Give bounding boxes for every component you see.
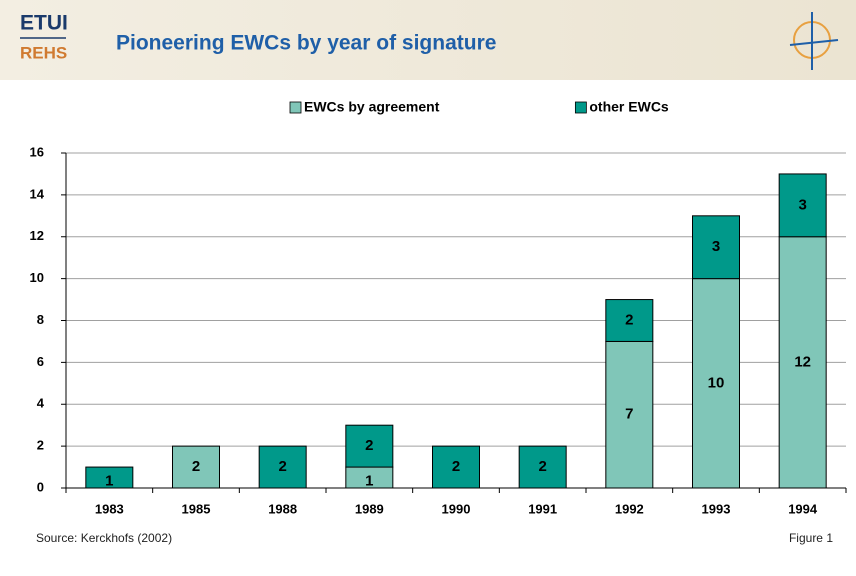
x-tick-label: 1990: [442, 501, 471, 516]
logo-top: ETUI: [20, 12, 68, 35]
data-label: 2: [452, 458, 460, 475]
y-tick-label: 12: [30, 228, 44, 243]
y-tick-label: 2: [37, 438, 44, 453]
x-tick-label: 1992: [615, 501, 644, 516]
bar-segment: [692, 278, 740, 489]
x-tick-label: 1988: [268, 501, 297, 516]
data-label: 2: [278, 458, 286, 475]
x-tick-label: 1989: [355, 501, 384, 516]
y-tick-label: 14: [30, 186, 45, 201]
data-label: 3: [712, 238, 720, 255]
bar-segment: [432, 445, 480, 489]
chart-title: Pioneering EWCs by year of signature: [116, 32, 496, 55]
bar-segment: [778, 236, 827, 489]
y-tick-label: 6: [37, 354, 44, 369]
logo-bottom: REHS: [20, 43, 67, 62]
legend-swatch: [289, 101, 302, 114]
x-tick-label: 1985: [182, 501, 211, 516]
y-tick-label: 16: [30, 144, 44, 159]
y-tick-label: 10: [30, 270, 44, 285]
bar-segment: [605, 340, 654, 489]
bar-segment: [172, 445, 220, 489]
data-label: 2: [365, 437, 373, 454]
bar-segment: [518, 445, 567, 489]
legend-swatch: [574, 101, 587, 114]
data-label: 1: [365, 473, 373, 490]
source-note: Source: Kerckhofs (2002): [36, 531, 172, 545]
bar-segment: [692, 215, 740, 280]
header-band: [0, 0, 856, 80]
legend-label: EWCs by agreement: [304, 99, 440, 115]
data-label: 12: [794, 353, 811, 370]
bar-segment: [345, 424, 394, 468]
legend-label: other EWCs: [589, 99, 669, 115]
bar-segment: [258, 445, 307, 489]
x-tick-label: 1994: [788, 501, 818, 516]
data-label: 7: [625, 406, 633, 423]
y-tick-label: 8: [37, 312, 44, 327]
y-tick-label: 4: [37, 396, 45, 411]
x-tick-label: 1983: [95, 501, 124, 516]
data-label: 2: [625, 311, 633, 328]
x-tick-label: 1993: [702, 501, 731, 516]
y-tick-label: 0: [37, 479, 44, 494]
bar-segment: [85, 466, 134, 489]
figure-label: Figure 1: [789, 531, 833, 545]
data-label: 10: [708, 374, 725, 391]
data-label: 3: [798, 196, 806, 213]
x-tick-label: 1991: [528, 501, 557, 516]
bar-segment: [605, 299, 654, 342]
bar-segment: [778, 173, 827, 238]
corner-logo: [789, 12, 839, 70]
data-label: 2: [192, 458, 200, 475]
data-label: 2: [538, 458, 546, 475]
data-label: 1: [105, 473, 113, 490]
